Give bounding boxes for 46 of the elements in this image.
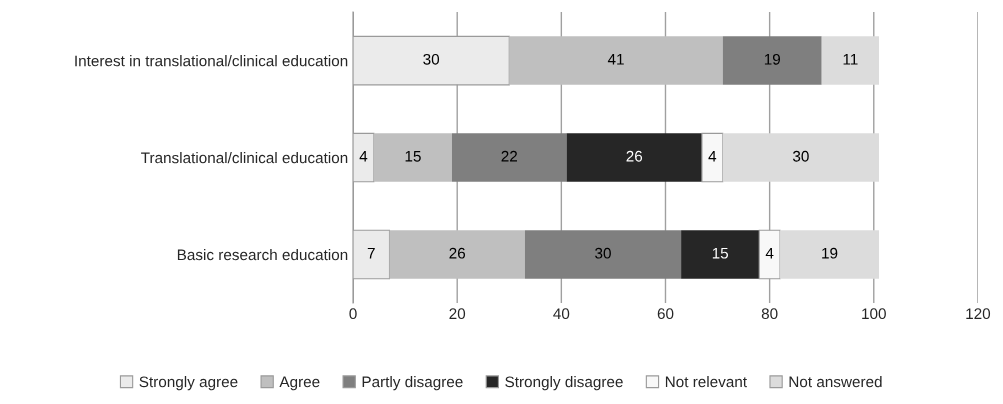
data-label: 19 <box>822 247 838 259</box>
bar <box>722 36 822 85</box>
data-label: 30 <box>792 150 809 162</box>
data-label: 15 <box>405 151 421 162</box>
data-label: 41 <box>607 54 624 65</box>
bar <box>821 36 879 85</box>
x-tick-label: 20 <box>449 308 466 320</box>
bar <box>681 230 760 279</box>
bar <box>373 133 452 182</box>
x-tick-label: 80 <box>761 308 778 320</box>
x-tick-label: 60 <box>657 308 674 320</box>
data-label: 4 <box>708 151 717 162</box>
data-label: 26 <box>626 150 643 162</box>
bar <box>524 230 682 279</box>
data-label: 11 <box>843 54 858 65</box>
x-tick-label: 120 <box>966 308 991 320</box>
bar <box>389 230 525 279</box>
legend-label: Not relevant <box>665 376 747 388</box>
x-tick-label: 40 <box>553 308 570 320</box>
y-tick-label: Translational/clinical education <box>141 152 348 164</box>
bar <box>353 132 375 183</box>
bar <box>722 133 879 182</box>
data-label: 26 <box>449 247 466 259</box>
data-label: 30 <box>595 247 611 259</box>
bar <box>509 36 723 85</box>
legend-label: Not answered <box>789 376 882 388</box>
data-label: 15 <box>712 247 729 259</box>
bar <box>353 229 391 280</box>
legend-label: Partly disagree <box>362 376 463 391</box>
x-tick-label: 0 <box>349 308 357 320</box>
legend-label: Strongly agree <box>139 376 238 391</box>
bar <box>701 132 724 183</box>
legend-label: Agree <box>279 376 320 391</box>
y-tick-label: Basic research education <box>177 248 348 261</box>
bar <box>566 133 702 182</box>
data-label: 4 <box>765 247 774 259</box>
data-label: 4 <box>359 151 368 162</box>
data-label: 19 <box>764 53 781 65</box>
y-tick-label: Interest in translational/clinical education <box>75 55 348 67</box>
bar <box>780 230 879 279</box>
data-label: 22 <box>501 150 517 162</box>
legend-label: Strongly disagree <box>505 376 623 391</box>
x-tick-label: 100 <box>862 308 886 320</box>
data-label: 7 <box>367 247 375 259</box>
data-label: 30 <box>423 53 440 65</box>
bar <box>451 133 567 182</box>
